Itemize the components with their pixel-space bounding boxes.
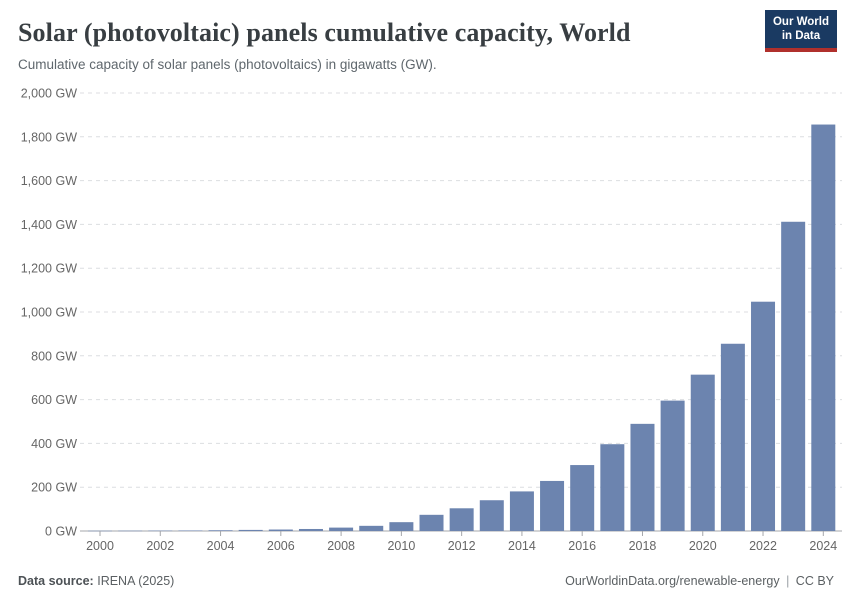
bar-2012[interactable] bbox=[449, 508, 474, 531]
bar-2015[interactable] bbox=[540, 480, 565, 531]
bar-2000[interactable] bbox=[88, 530, 112, 532]
y-tick-label: 1,800 GW bbox=[21, 130, 77, 144]
bar-2019[interactable] bbox=[660, 400, 685, 531]
x-tick-label: 2014 bbox=[508, 539, 536, 553]
x-tick-label: 2008 bbox=[327, 539, 355, 553]
y-tick-label: 600 GW bbox=[31, 393, 77, 407]
bar-2005[interactable] bbox=[238, 529, 263, 531]
data-source-value: IRENA (2025) bbox=[97, 574, 175, 588]
bar-2013[interactable] bbox=[479, 500, 504, 531]
y-tick-label: 1,400 GW bbox=[21, 218, 77, 232]
y-tick-label: 200 GW bbox=[31, 481, 77, 495]
x-tick-label: 2024 bbox=[809, 539, 837, 553]
owid-logo-line1: Our World bbox=[772, 16, 829, 28]
y-tick-label: 2,000 GW bbox=[21, 87, 77, 101]
x-tick-label: 2012 bbox=[448, 539, 476, 553]
y-tick-label: 800 GW bbox=[31, 349, 77, 363]
y-tick-label: 1,200 GW bbox=[21, 262, 77, 276]
bar-2016[interactable] bbox=[570, 465, 595, 531]
x-tick-label: 2022 bbox=[749, 539, 777, 553]
bar-2011[interactable] bbox=[419, 514, 444, 531]
x-tick-label: 2020 bbox=[689, 539, 717, 553]
bar-2021[interactable] bbox=[720, 343, 745, 531]
x-tick-label: 2000 bbox=[86, 539, 114, 553]
x-tick-label: 2010 bbox=[387, 539, 415, 553]
x-tick-label: 2004 bbox=[207, 539, 235, 553]
bar-2014[interactable] bbox=[509, 491, 534, 531]
owid-logo[interactable]: Our World in Data bbox=[764, 10, 837, 52]
bar-2001[interactable] bbox=[118, 530, 143, 532]
bar-2002[interactable] bbox=[148, 530, 173, 532]
data-source-label: Data source: bbox=[18, 574, 94, 588]
y-tick-label: 1,000 GW bbox=[21, 306, 77, 320]
x-tick-label: 2018 bbox=[629, 539, 657, 553]
chart-subtitle: Cumulative capacity of solar panels (pho… bbox=[18, 57, 437, 72]
bar-2024[interactable] bbox=[811, 124, 836, 531]
bar-2023[interactable] bbox=[781, 221, 806, 531]
license-link[interactable]: CC BY bbox=[795, 574, 834, 588]
credit-separator: | bbox=[786, 574, 790, 588]
bar-2003[interactable] bbox=[178, 530, 203, 531]
data-source: Data source: IRENA (2025) bbox=[18, 574, 174, 588]
bar-2020[interactable] bbox=[690, 374, 715, 531]
credit-line: OurWorldinData.org/renewable-energy | CC… bbox=[565, 574, 834, 588]
y-tick-label: 400 GW bbox=[31, 437, 77, 451]
y-tick-label: 0 GW bbox=[45, 525, 77, 539]
x-tick-label: 2002 bbox=[146, 539, 174, 553]
chart-header: Solar (photovoltaic) panels cumulative c… bbox=[18, 18, 740, 72]
bar-2010[interactable] bbox=[389, 522, 414, 531]
y-tick-label: 1,600 GW bbox=[21, 174, 77, 188]
x-tick-label: 2006 bbox=[267, 539, 295, 553]
x-tick-label: 2016 bbox=[568, 539, 596, 553]
chart-footer: Data source: IRENA (2025) OurWorldinData… bbox=[18, 574, 834, 588]
owid-logo-line2: in Data bbox=[781, 29, 821, 42]
bar-2017[interactable] bbox=[600, 444, 625, 531]
bar-2008[interactable] bbox=[329, 527, 354, 531]
bar-2006[interactable] bbox=[268, 529, 293, 531]
bar-2018[interactable] bbox=[630, 423, 655, 531]
bar-2007[interactable] bbox=[298, 528, 323, 531]
bar-2009[interactable] bbox=[359, 525, 384, 531]
owid-url-link[interactable]: OurWorldinData.org/renewable-energy bbox=[565, 574, 780, 588]
bar-2004[interactable] bbox=[208, 530, 233, 531]
bar-2022[interactable] bbox=[751, 301, 776, 531]
chart-title: Solar (photovoltaic) panels cumulative c… bbox=[18, 18, 631, 47]
